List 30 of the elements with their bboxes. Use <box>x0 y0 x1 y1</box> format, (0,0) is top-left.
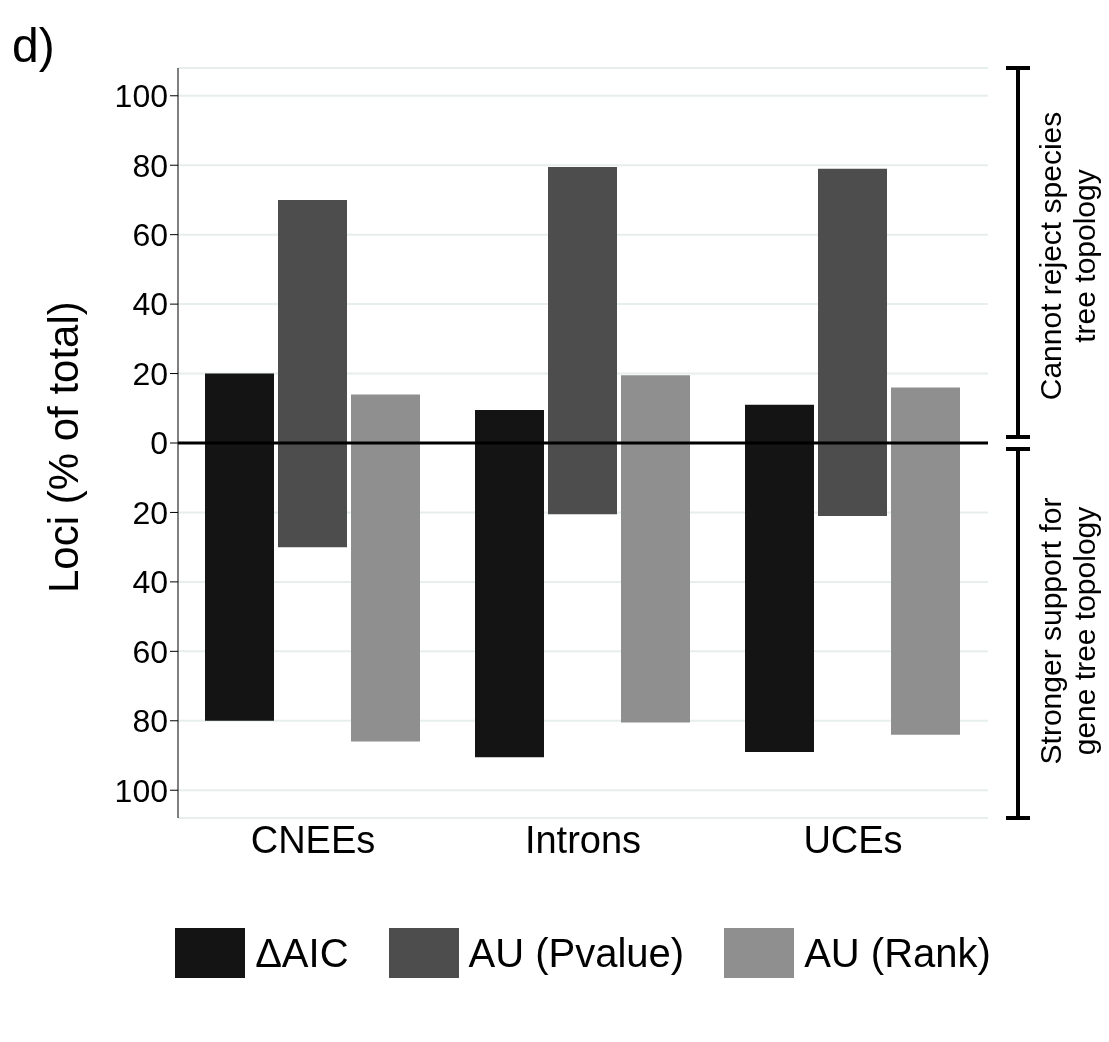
text: Stronger support for gene tree topology <box>1033 496 1102 766</box>
text: d) <box>12 18 55 73</box>
legend-label: AU (Pvalue) <box>468 930 685 976</box>
y-tick-label: 100 <box>114 78 168 115</box>
y-tick-label: 0 <box>150 425 168 462</box>
legend-label: ΔAIC <box>255 930 349 976</box>
bar <box>205 373 274 721</box>
y-tick-label: 60 <box>132 633 168 670</box>
bar <box>475 410 544 758</box>
y-tick-label: 40 <box>132 286 168 323</box>
y-tick-label: 20 <box>132 355 168 392</box>
y-tick-label: 60 <box>132 217 168 254</box>
x-tick-label: UCEs <box>803 818 903 861</box>
bar <box>278 199 347 548</box>
x-tick-label: CNEEs <box>250 818 376 861</box>
text: Cannot reject species tree topology <box>1033 110 1102 402</box>
y-tick-label: 20 <box>132 494 168 531</box>
y-tick-label: 100 <box>114 772 168 809</box>
y-axis-title: Loci (% of total) <box>39 301 87 593</box>
bar <box>745 404 814 753</box>
bar <box>818 168 887 516</box>
bar <box>548 166 617 515</box>
y-tick-label: 80 <box>132 703 168 740</box>
x-tick-label: Introns <box>524 818 642 861</box>
y-tick-label: 40 <box>132 564 168 601</box>
bar <box>351 394 420 742</box>
legend-label: AU (Rank) <box>804 930 991 976</box>
bar <box>891 387 960 735</box>
y-tick-label: 80 <box>132 147 168 184</box>
bar <box>621 375 690 723</box>
